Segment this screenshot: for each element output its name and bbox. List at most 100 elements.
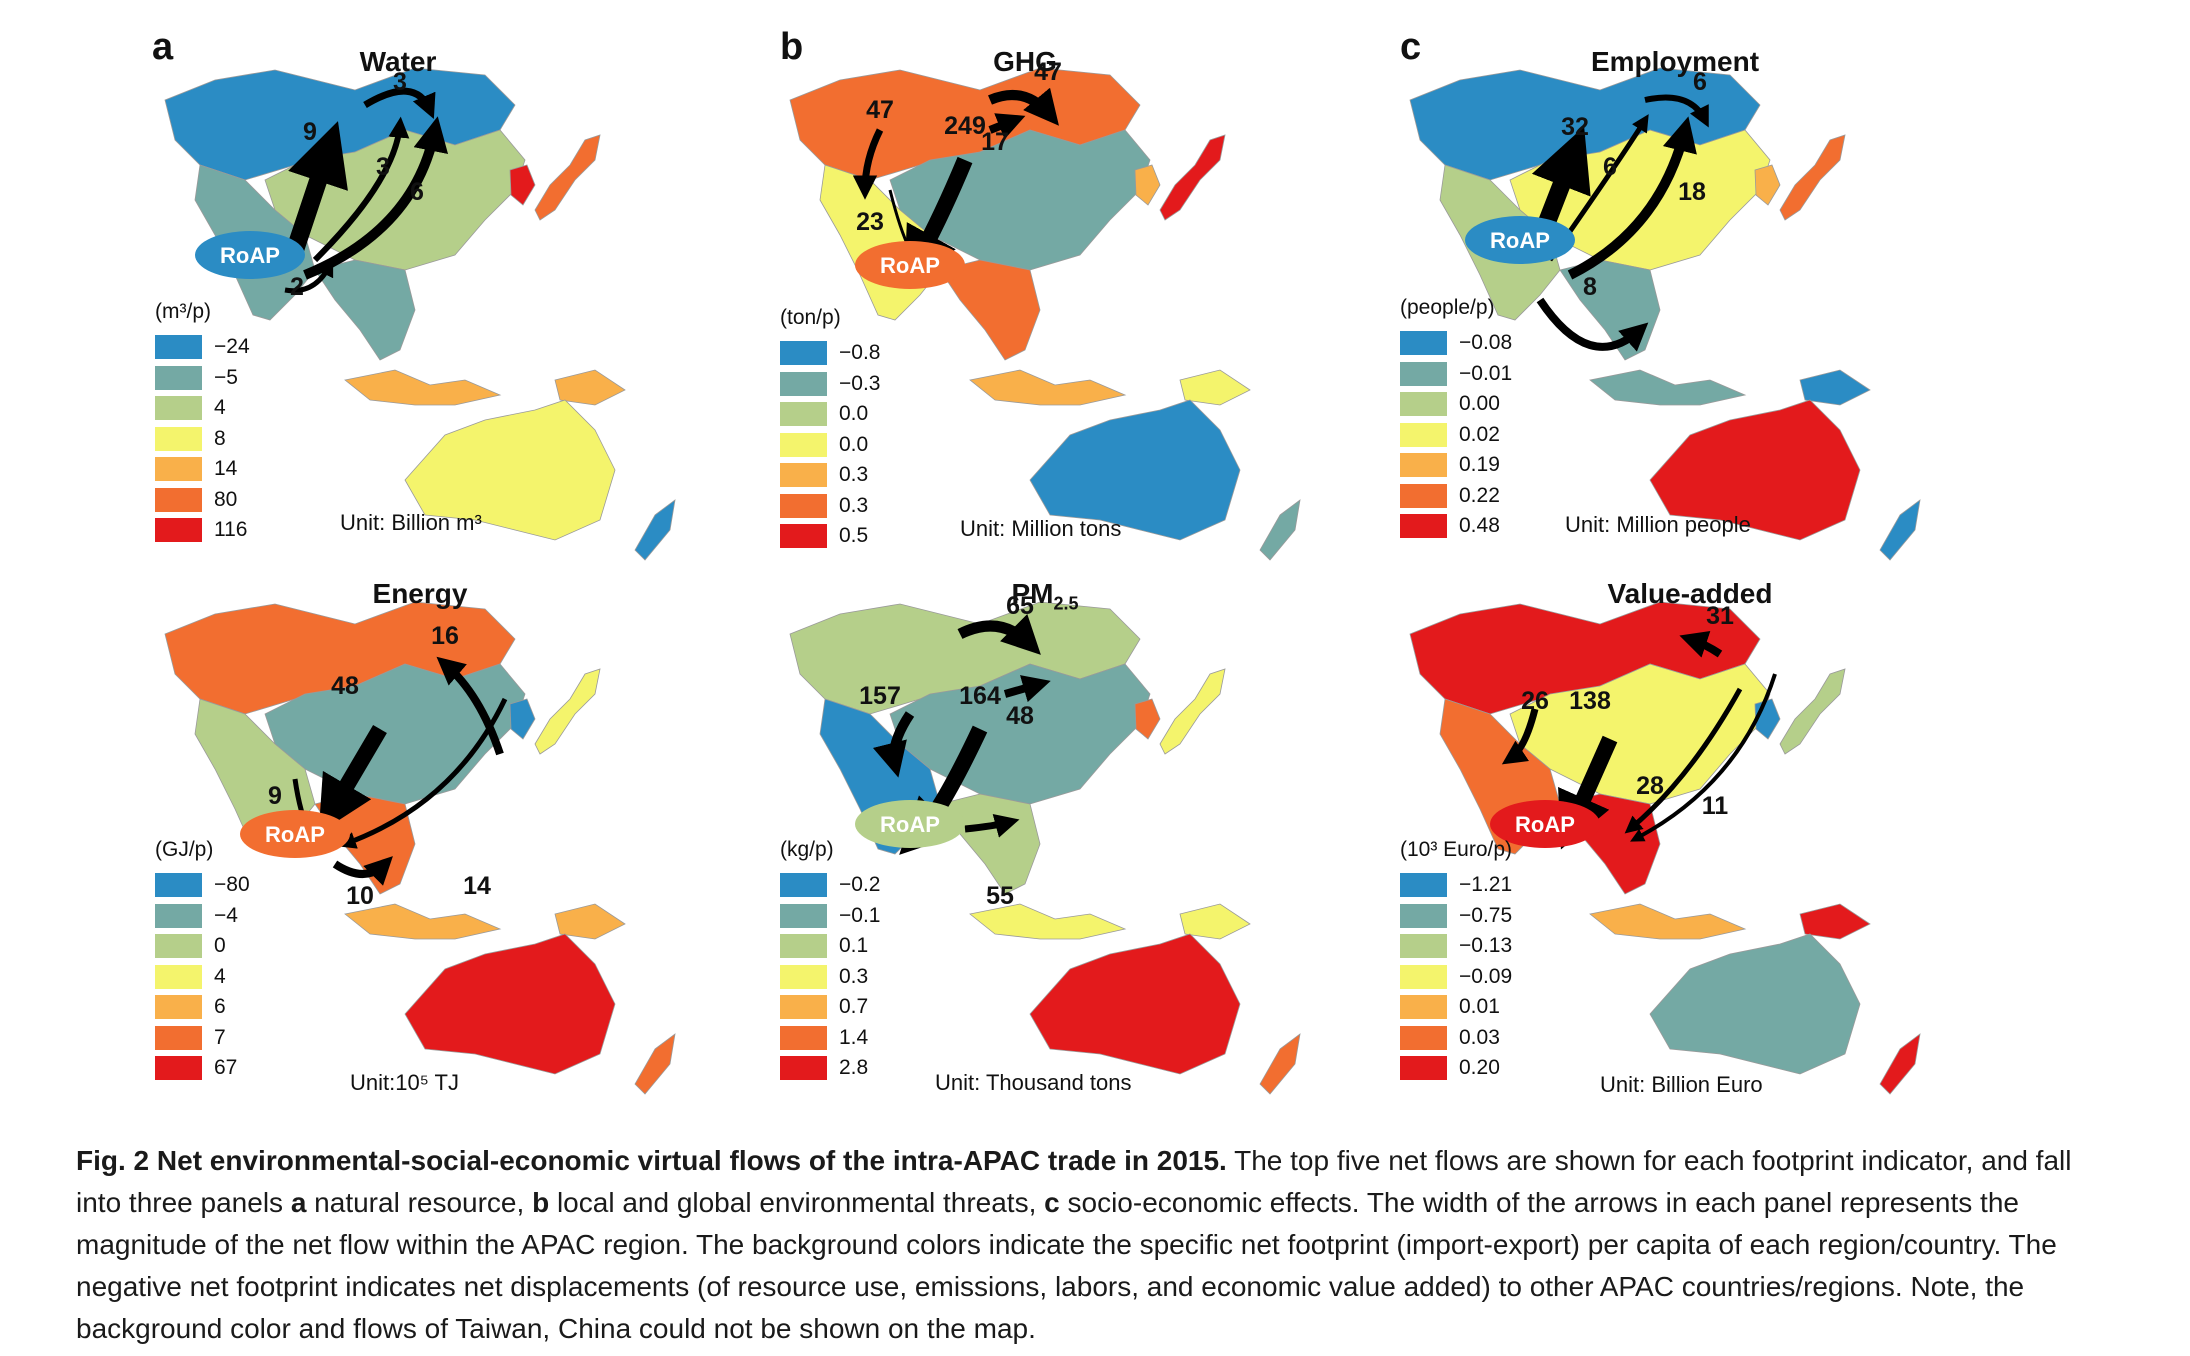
legend-value: 4 (214, 396, 226, 420)
region-korea (509, 698, 536, 740)
legend-row: 14 (155, 454, 250, 485)
region-png (554, 903, 626, 940)
caption-text-4: socio-economic effects. The width of the… (76, 1187, 2057, 1344)
region-australia (404, 399, 616, 541)
legend-swatch (1400, 1056, 1447, 1081)
legend-row: 0.48 (1400, 511, 1512, 542)
legend-swatch (780, 903, 827, 928)
legend-swatch (155, 396, 202, 421)
legend-swatch (1400, 873, 1447, 898)
legend-row: 0.02 (1400, 420, 1512, 451)
roap-node (240, 810, 350, 858)
legend-row: 0.22 (1400, 481, 1512, 512)
panel-title-employment: Employment (1590, 46, 1760, 77)
legend-value: 4 (214, 964, 226, 988)
legend-swatch (155, 934, 202, 959)
legend-swatch (780, 341, 827, 366)
region-japan (1159, 668, 1226, 755)
legend-row: −0.75 (1400, 901, 1512, 932)
legend-swatch (780, 493, 827, 518)
region-indonesia (1589, 903, 1747, 940)
flow-arrow-4 (1003, 675, 1051, 703)
maps-svg: 93362RoAP47472491723RoAP6326188RoAP16481… (164, 58, 1921, 1095)
flow-arrow-2 (1501, 708, 1539, 765)
flow-value-2: 32 (1561, 113, 1589, 141)
region-indonesia (344, 903, 502, 940)
flow-value-2: 26 (1521, 687, 1549, 715)
legend-value: −0.1 (839, 903, 881, 927)
flow-value-4: 17 (981, 128, 1009, 156)
flow-value-3: 249 (944, 112, 986, 140)
flow-value-5: 23 (856, 208, 884, 236)
legend-swatch (1400, 361, 1447, 386)
caption-panel-a: a (290, 1187, 307, 1218)
legend-row: 0.03 (1400, 1023, 1512, 1054)
legend-swatch (1400, 514, 1447, 539)
unit-pm25: Unit: Thousand tons (935, 1070, 1132, 1095)
legend-row: 4 (155, 962, 250, 993)
legend-value: 0.48 (1459, 514, 1500, 538)
flow-arrow-2 (852, 128, 884, 200)
panel-employment: 6 32 6 18 8 RoAP (1409, 67, 1921, 561)
legend-swatch (1400, 453, 1447, 478)
caption-panel-b: b (532, 1187, 550, 1218)
legend-value: 0.03 (1459, 1025, 1500, 1049)
roap-node (1490, 800, 1600, 848)
legend-value: 116 (214, 518, 248, 542)
caption-text-1: The top five net flows are shown for eac… (76, 1145, 2072, 1218)
legend-row: 0.01 (1400, 992, 1512, 1023)
legend-title: (kg/p) (780, 838, 834, 861)
legend-row: 116 (155, 515, 250, 546)
flow-arrow-2 (363, 87, 436, 120)
legend-swatch (780, 1025, 827, 1050)
legend-value: 0.00 (1459, 392, 1500, 416)
panel-energy: 16 48 14 9 10 RoAP (164, 601, 676, 1095)
legend-row: 2.8 (780, 1053, 880, 1084)
flow-value-1: 9 (303, 118, 317, 146)
roap-node (855, 800, 965, 848)
legend-row: −0.01 (1400, 359, 1512, 390)
legend-title: (people/p) (1400, 296, 1495, 319)
panel-value_added: 31 26 138 28 11 RoAP (1409, 601, 1921, 1095)
roap-label: RoAP (880, 253, 940, 278)
legend-value: −5 (214, 365, 238, 389)
flow-value-5: 8 (1583, 273, 1597, 301)
flow-arrow-1 (436, 656, 504, 756)
legend-row: 0.0 (780, 399, 880, 430)
roap-node (1465, 216, 1575, 264)
legend-swatch (780, 524, 827, 549)
legend-energy: (GJ/p) −80 −4 0 4 6 7 67 (155, 838, 250, 1084)
region-australia (404, 933, 616, 1075)
legend-water: (m³/p) −24 −5 4 8 14 80 116 (155, 300, 250, 546)
legend-row: 0.1 (780, 931, 880, 962)
flow-value-5: 11 (1702, 792, 1729, 820)
legend-row: 0.3 (780, 460, 880, 491)
legend-row: 80 (155, 485, 250, 516)
legend-row: −4 (155, 901, 250, 932)
flow-value-3: 138 (1569, 687, 1611, 715)
legend-swatch (780, 1056, 827, 1081)
figure: 9 3 3 6 2 RoAP 47 47 249 17 23 RoAP 6 32 6 18 8 RoAP 16 48 1… (152, 26, 1921, 1097)
legend-value: 0.5 (839, 524, 869, 548)
region-nz (1259, 499, 1301, 561)
legend-row: 1.4 (780, 1023, 880, 1054)
flow-arrow-3 (312, 116, 410, 263)
flow-value-1: 6 (1693, 68, 1707, 96)
legend-row: −0.08 (1400, 328, 1512, 359)
caption-title: Fig. 2 Net environmental-social-economic… (76, 1145, 1227, 1176)
region-nz (1259, 1033, 1301, 1095)
legend-value: −1.21 (1459, 873, 1513, 897)
caption-text-3: local and global environmental threats, (549, 1187, 1045, 1218)
panel-letter-c: c (1400, 26, 1422, 68)
roap-label: RoAP (1490, 228, 1550, 253)
region-indonesia (1589, 369, 1747, 406)
legend-swatch (780, 463, 827, 488)
roap-label: RoAP (880, 812, 940, 837)
legend-value: 0.22 (1459, 483, 1500, 507)
legend-employment: (people/p) −0.08 −0.01 0.00 0.02 0.19 0.22 0.48 (1400, 296, 1512, 542)
legend-value: 0.0 (839, 402, 869, 426)
legend-row: −0.8 (780, 338, 880, 369)
flow-value-3: 3 (376, 153, 390, 181)
legend-value: −4 (214, 903, 238, 927)
